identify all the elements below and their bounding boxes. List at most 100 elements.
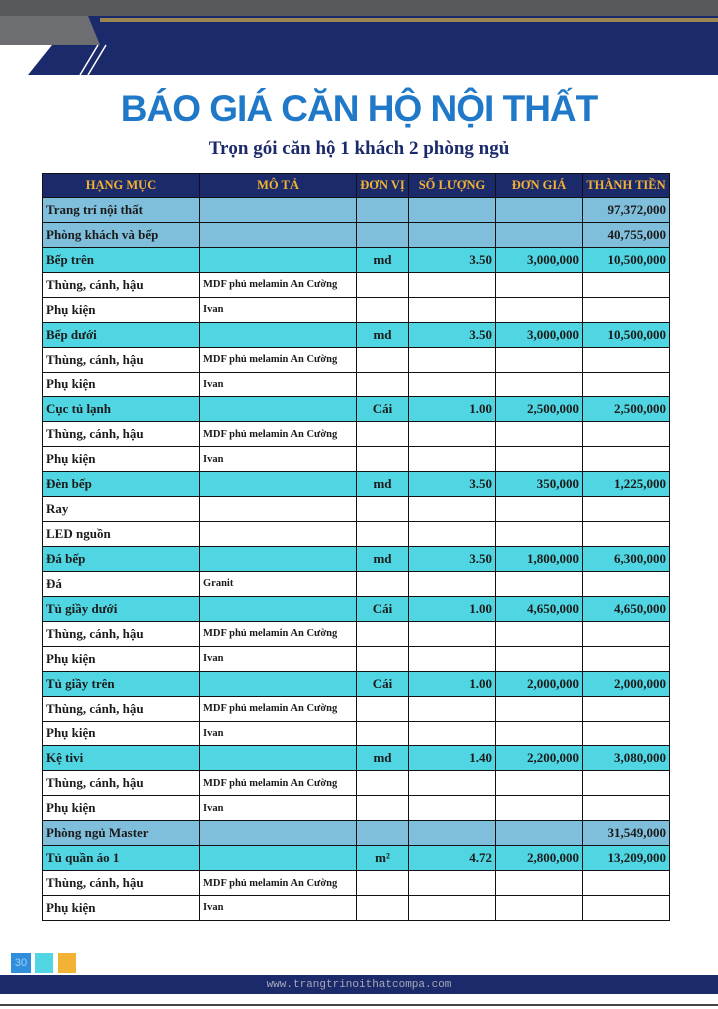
table-cell <box>356 371 409 398</box>
table-cell: md <box>356 321 409 348</box>
table-cell <box>408 620 496 647</box>
table-cell <box>495 720 583 747</box>
table-cell <box>408 346 496 373</box>
table-cell: Cái <box>356 595 409 622</box>
table-cell <box>356 720 409 747</box>
table-cell <box>199 546 357 572</box>
table-cell: m² <box>356 845 409 872</box>
table-cell: 4.72 <box>408 845 496 872</box>
table-cell: 3.50 <box>408 246 496 273</box>
table-cell: Granit <box>199 570 357 597</box>
table-cell <box>356 570 409 597</box>
table-cell <box>408 820 496 847</box>
table-cell <box>356 421 409 448</box>
table-cell: 2,500,000 <box>495 396 583 423</box>
table-cell: Đá <box>42 570 200 597</box>
footer-square <box>58 953 76 973</box>
table-cell <box>199 820 357 847</box>
table-cell <box>582 570 670 597</box>
table-cell <box>495 197 583 223</box>
table-cell <box>582 720 670 747</box>
table-cell: 3,000,000 <box>495 321 583 348</box>
table-cell: 1,225,000 <box>582 471 670 498</box>
table-cell <box>356 795 409 822</box>
table-cell <box>408 197 496 223</box>
table-cell: Tủ giầy dưới <box>42 595 200 622</box>
table-cell: Phụ kiện <box>42 720 200 747</box>
table-cell: Cái <box>356 396 409 423</box>
table-cell <box>495 221 583 248</box>
table-cell <box>356 895 409 921</box>
table-cell: ĐƠN VỊ <box>356 173 409 198</box>
table-cell: MDF phủ melamin An Cường <box>199 870 357 897</box>
table-cell <box>356 197 409 223</box>
table-cell: 13,209,000 <box>582 845 670 872</box>
table-cell: 3.50 <box>408 546 496 572</box>
table-cell <box>408 221 496 248</box>
table-cell <box>582 695 670 722</box>
table-cell <box>495 446 583 473</box>
page-number: 30 <box>11 953 31 973</box>
table-cell: Đèn bếp <box>42 471 200 498</box>
table-cell: Kệ tivi <box>42 745 200 772</box>
table-cell <box>356 770 409 797</box>
table-cell: ĐƠN GIÁ <box>495 173 583 198</box>
table-cell <box>408 271 496 298</box>
table-cell <box>495 496 583 523</box>
table-cell: 4,650,000 <box>582 595 670 622</box>
table-cell: Ray <box>42 496 200 523</box>
table-cell <box>408 446 496 473</box>
table-cell <box>495 570 583 597</box>
footer-url: www.trangtrinoithatcompa.com <box>0 975 718 994</box>
table-cell: 1,800,000 <box>495 546 583 572</box>
table-cell <box>582 421 670 448</box>
table-cell <box>582 521 670 547</box>
table-cell <box>582 496 670 523</box>
footer-square <box>35 953 53 973</box>
table-cell <box>408 645 496 672</box>
table-cell <box>408 770 496 797</box>
table-cell <box>582 870 670 897</box>
table-cell: 31,549,000 <box>582 820 670 847</box>
table-cell: Tủ giầy trên <box>42 670 200 697</box>
table-cell: 2,500,000 <box>582 396 670 423</box>
table-cell <box>495 770 583 797</box>
table-cell <box>408 421 496 448</box>
table-cell: 2,000,000 <box>582 670 670 697</box>
table-cell <box>199 595 357 622</box>
table-cell <box>495 645 583 672</box>
table-cell <box>495 820 583 847</box>
table-cell: Ivan <box>199 446 357 473</box>
table-cell <box>356 496 409 523</box>
table-cell: Phụ kiện <box>42 296 200 323</box>
table-cell: 6,300,000 <box>582 546 670 572</box>
table-cell <box>495 620 583 647</box>
table-cell: Cục tủ lạnh <box>42 396 200 423</box>
table-cell <box>408 870 496 897</box>
table-cell <box>495 271 583 298</box>
table-cell <box>408 570 496 597</box>
table-cell <box>199 845 357 872</box>
table-cell: Bếp trên <box>42 246 200 273</box>
table-cell <box>582 371 670 398</box>
table-cell <box>356 446 409 473</box>
table-cell: Cái <box>356 670 409 697</box>
table-cell <box>199 471 357 498</box>
table-cell: Thùng, cánh, hậu <box>42 620 200 647</box>
table-cell: 10,500,000 <box>582 321 670 348</box>
table-cell: Ivan <box>199 720 357 747</box>
table-cell <box>495 346 583 373</box>
table-cell <box>356 645 409 672</box>
table-cell: Ivan <box>199 645 357 672</box>
table-cell: 3.50 <box>408 471 496 498</box>
table-cell: Trang trí nội thất <box>42 197 200 223</box>
table-cell <box>408 521 496 547</box>
table-cell: Phụ kiện <box>42 895 200 921</box>
table-cell <box>408 795 496 822</box>
table-cell: md <box>356 546 409 572</box>
table-cell <box>582 895 670 921</box>
table-cell <box>199 745 357 772</box>
table-cell: 3,080,000 <box>582 745 670 772</box>
table-cell <box>199 197 357 223</box>
